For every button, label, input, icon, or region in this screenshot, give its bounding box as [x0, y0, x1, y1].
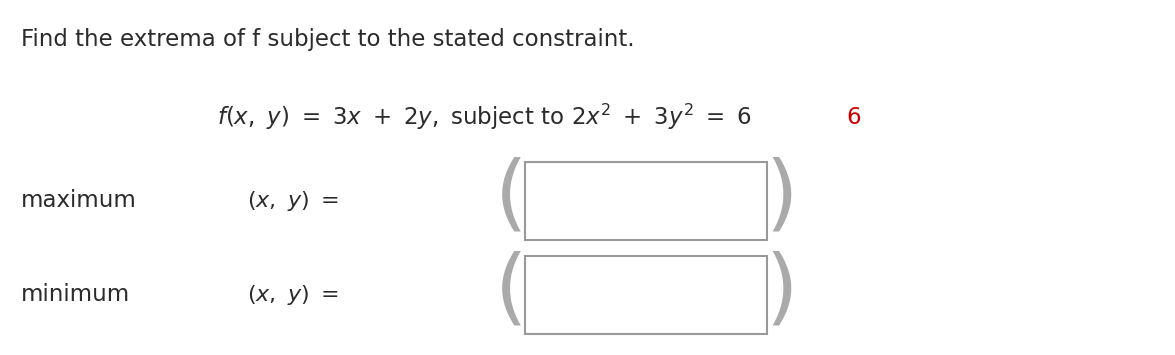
- Text: $(x,\ y)\ =$: $(x,\ y)\ =$: [247, 283, 338, 307]
- Text: $\mathit{f}(x,\ y)\ =\ 3x\ +\ 2y,\ \mathrm{subject\ to}\ 2x^2\ +\ 3y^2\ =\ 6$: $\mathit{f}(x,\ y)\ =\ 3x\ +\ 2y,\ \math…: [217, 102, 752, 132]
- Text: (: (: [495, 157, 528, 237]
- FancyBboxPatch shape: [525, 162, 767, 240]
- Text: ): ): [765, 251, 798, 332]
- Text: $6$: $6$: [846, 106, 861, 129]
- Text: maximum: maximum: [21, 189, 137, 212]
- FancyBboxPatch shape: [525, 256, 767, 334]
- Text: minimum: minimum: [21, 283, 130, 306]
- Text: (: (: [495, 251, 528, 332]
- Text: ): ): [765, 157, 798, 237]
- Text: Find the extrema of f subject to the stated constraint.: Find the extrema of f subject to the sta…: [21, 28, 634, 51]
- Text: $(x,\ y)\ =$: $(x,\ y)\ =$: [247, 189, 338, 213]
